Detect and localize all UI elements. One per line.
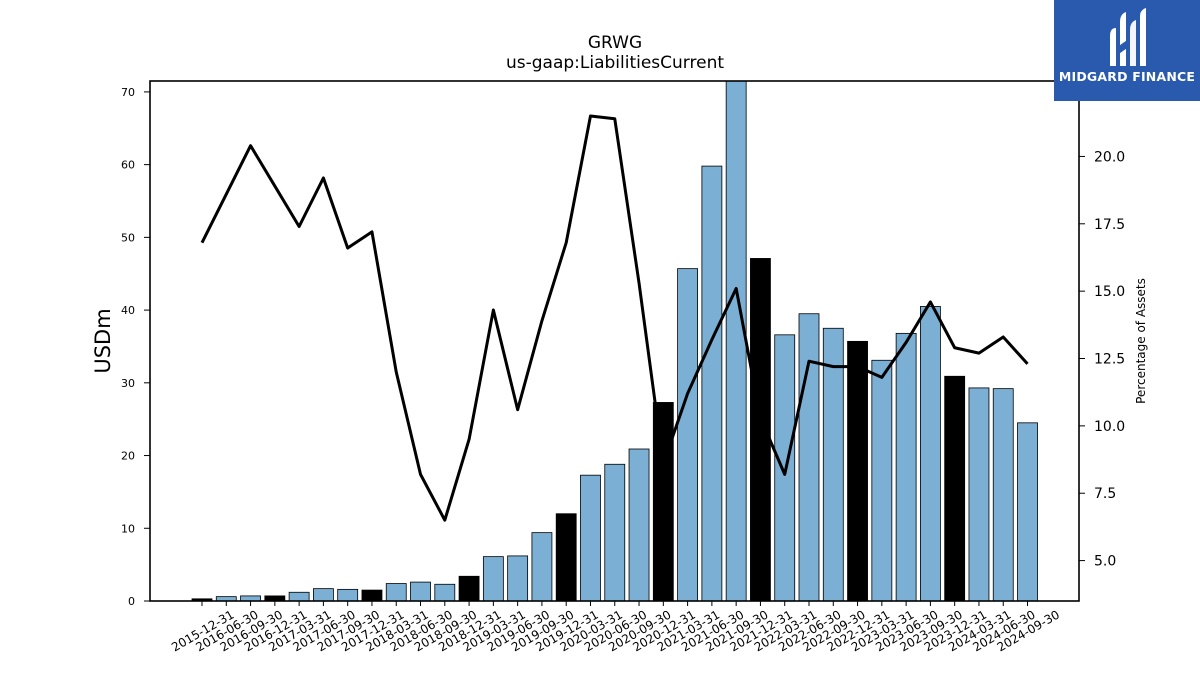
y2-tick-label: 12.5 (1094, 352, 1125, 368)
y2-tick-label: 20.0 (1094, 149, 1125, 165)
y-axis-label: USDm (91, 308, 115, 373)
bar-2020-03-31 (580, 474, 601, 602)
bar-2021-06-30 (701, 165, 723, 602)
percentage-line (200, 114, 1029, 522)
logo-text: MIDGARD FINANCE (1058, 69, 1196, 84)
bar-2020-12-31 (652, 402, 674, 602)
y-tick-label: 30 (121, 377, 135, 390)
midgard-finance-logo: MIDGARD FINANCE (1054, 0, 1200, 101)
bar-2023-06-30 (895, 332, 917, 602)
bar-2018-12-31 (458, 575, 480, 602)
bar-2022-12-31 (847, 340, 868, 602)
plot-frame (149, 80, 1080, 602)
bar-2017-09-30 (337, 588, 359, 602)
y-tick-label: 60 (121, 159, 135, 172)
y-tick-label: 20 (121, 450, 135, 463)
right-axis-ticks: 5.0 7.5 10.0 12.5 15.0 17.5 20.0 (1079, 149, 1125, 570)
bar-2024-03-31 (968, 387, 990, 602)
x-axis-ticks: 2015-12-312016-06-302016-09-302016-12-31… (169, 601, 1062, 654)
y-tick-label: 40 (121, 304, 135, 317)
bar-2022-09-30 (822, 327, 844, 602)
left-axis-ticks: 0 10 20 30 40 50 60 70 (121, 86, 150, 608)
y2-tick-label: 17.5 (1094, 217, 1125, 233)
bar-2018-06-30 (410, 581, 431, 602)
bar-2023-12-31 (944, 375, 966, 602)
bar-2017-06-30 (312, 588, 334, 602)
y-tick-label: 10 (121, 522, 135, 535)
y-tick-label: 0 (128, 595, 135, 608)
bar-2023-03-31 (871, 359, 893, 602)
bar-2023-09-30 (920, 306, 941, 602)
y2-tick-label: 7.5 (1094, 486, 1116, 502)
bar-2022-06-30 (798, 313, 820, 602)
bar-2020-09-30 (628, 448, 650, 602)
bar-2021-03-31 (677, 268, 698, 602)
bar-2021-09-30 (725, 80, 747, 602)
y2-tick-label: 15.0 (1094, 284, 1125, 300)
bar-2019-06-30 (507, 555, 529, 602)
midgard-logo-icon (1110, 8, 1146, 66)
y2-axis-label: Percentage of Assets (1134, 278, 1148, 404)
bar-2021-12-31 (750, 258, 771, 602)
bar-2020-06-30 (604, 463, 626, 602)
bar-2024-06-30 (992, 388, 1014, 602)
bars-group (191, 80, 1038, 602)
y-tick-label: 70 (121, 86, 135, 99)
bar-2019-03-31 (482, 556, 504, 602)
chart-subtitle: us-gaap:LiabilitiesCurrent (506, 53, 724, 73)
bar-2018-09-30 (434, 583, 456, 602)
y2-tick-label: 10.0 (1094, 419, 1125, 435)
bar-2019-12-31 (555, 513, 577, 602)
chart-title: GRWG (588, 33, 642, 53)
bar-2024-09-30 (1017, 422, 1038, 602)
y-tick-label: 50 (121, 231, 135, 244)
y2-tick-label: 5.0 (1094, 554, 1116, 570)
bar-2019-09-30 (531, 532, 553, 602)
bar-2017-03-31 (288, 591, 310, 602)
bar-2018-03-31 (385, 583, 407, 602)
bar-2017-12-31 (361, 589, 383, 602)
